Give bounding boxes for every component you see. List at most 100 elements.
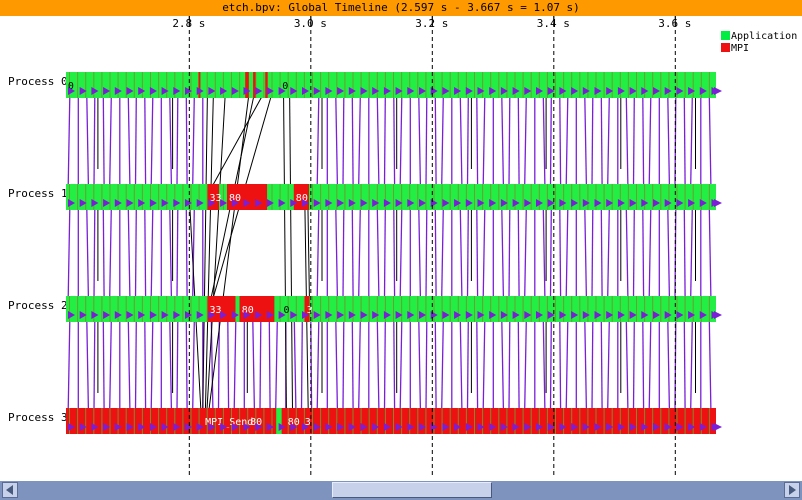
state-sliver [676, 408, 678, 434]
state-sliver [125, 184, 127, 210]
message-line [434, 84, 437, 198]
message-arrow [512, 87, 520, 95]
horizontal-scrollbar[interactable] [0, 480, 802, 500]
message-line [168, 84, 173, 198]
message-arrow [442, 311, 450, 319]
message-arrow [372, 311, 380, 319]
mpi-block[interactable] [253, 72, 256, 98]
message-arrow [547, 199, 555, 207]
state-sliver [174, 72, 176, 98]
legend-swatch [721, 43, 730, 52]
message-arrow [255, 423, 263, 431]
state-sliver [506, 72, 508, 98]
application-block[interactable] [276, 408, 282, 434]
state-sliver [376, 72, 378, 98]
state-sliver [109, 72, 111, 98]
message-arrow [196, 199, 204, 207]
message-arrow [173, 311, 181, 319]
mpi-block[interactable] [304, 296, 310, 322]
message-arrow [185, 311, 192, 319]
message-line [508, 84, 511, 198]
block-label: 3 [305, 417, 311, 428]
message-line [434, 308, 437, 422]
process-row-2[interactable]: Process 2 33 80 3 0 [8, 296, 716, 322]
state-sliver [644, 296, 646, 322]
mpi-block[interactable] [245, 72, 249, 98]
state-sliver [538, 184, 540, 210]
state-sliver [384, 72, 386, 98]
state-sliver [368, 184, 370, 210]
state-sliver [158, 72, 160, 98]
state-sliver [611, 296, 613, 322]
message-line [417, 308, 422, 422]
message-line [351, 308, 354, 422]
message-arrow [559, 199, 567, 207]
block-label: MPI_Send [205, 417, 253, 428]
state-sliver [498, 72, 500, 98]
message-arrow [208, 311, 216, 319]
mpi-block[interactable] [265, 72, 268, 98]
mpi-block[interactable] [207, 184, 220, 210]
state-sliver [474, 408, 475, 434]
state-sliver [222, 408, 224, 434]
state-sliver [133, 72, 135, 98]
message-line [689, 84, 694, 198]
message-arrow [290, 311, 298, 319]
message-line [459, 308, 463, 422]
message-arrow [231, 199, 239, 207]
scroll-left-button[interactable] [2, 482, 18, 498]
state-sliver [538, 408, 540, 434]
message-line [233, 308, 237, 422]
state-sliver [312, 72, 313, 98]
state-sliver [660, 296, 662, 322]
scroll-thumb[interactable] [332, 482, 493, 498]
state-sliver [320, 72, 322, 98]
state-sliver [77, 408, 79, 434]
state-sliver [174, 296, 176, 322]
scroll-track[interactable] [20, 482, 782, 498]
state-sliver [482, 72, 484, 98]
message-arrow [231, 423, 239, 431]
state-sliver [344, 184, 346, 210]
message-arrow [571, 199, 579, 207]
tick-label: 2.8 s [172, 17, 205, 30]
mpi-block-label: 80 [229, 193, 241, 204]
message-line [683, 308, 686, 422]
message-line [399, 308, 403, 422]
state-sliver [287, 408, 289, 434]
message-lines [67, 84, 712, 422]
message-arrow [208, 199, 216, 207]
message-line [93, 308, 96, 422]
message-line [500, 308, 505, 422]
message-line [93, 196, 96, 310]
message-arrow [208, 423, 216, 431]
state-sliver [506, 184, 508, 210]
scroll-right-button[interactable] [784, 482, 800, 498]
message-line [466, 196, 470, 310]
state-sliver [303, 72, 305, 98]
state-sliver [563, 184, 565, 210]
state-sliver [579, 408, 581, 434]
message-line [425, 196, 428, 310]
state-sliver [668, 296, 670, 322]
message-arrow [641, 199, 649, 207]
message-arrow [465, 423, 473, 431]
mpi-block[interactable] [198, 72, 201, 98]
message-arrow [395, 423, 403, 431]
state-sliver [117, 408, 119, 434]
state-sliver [611, 72, 613, 98]
state-sliver [393, 296, 394, 322]
message-arrow [313, 199, 321, 207]
state-sliver [376, 296, 378, 322]
message-arrow [325, 311, 333, 319]
message-arrow [714, 87, 722, 95]
message-arrow [313, 87, 321, 95]
state-sliver [85, 296, 87, 322]
message-arrow [313, 423, 321, 431]
state-sliver [660, 184, 662, 210]
state-sliver [684, 296, 686, 322]
message-line [542, 84, 546, 198]
message-line [259, 308, 262, 422]
state-sliver [449, 296, 451, 322]
